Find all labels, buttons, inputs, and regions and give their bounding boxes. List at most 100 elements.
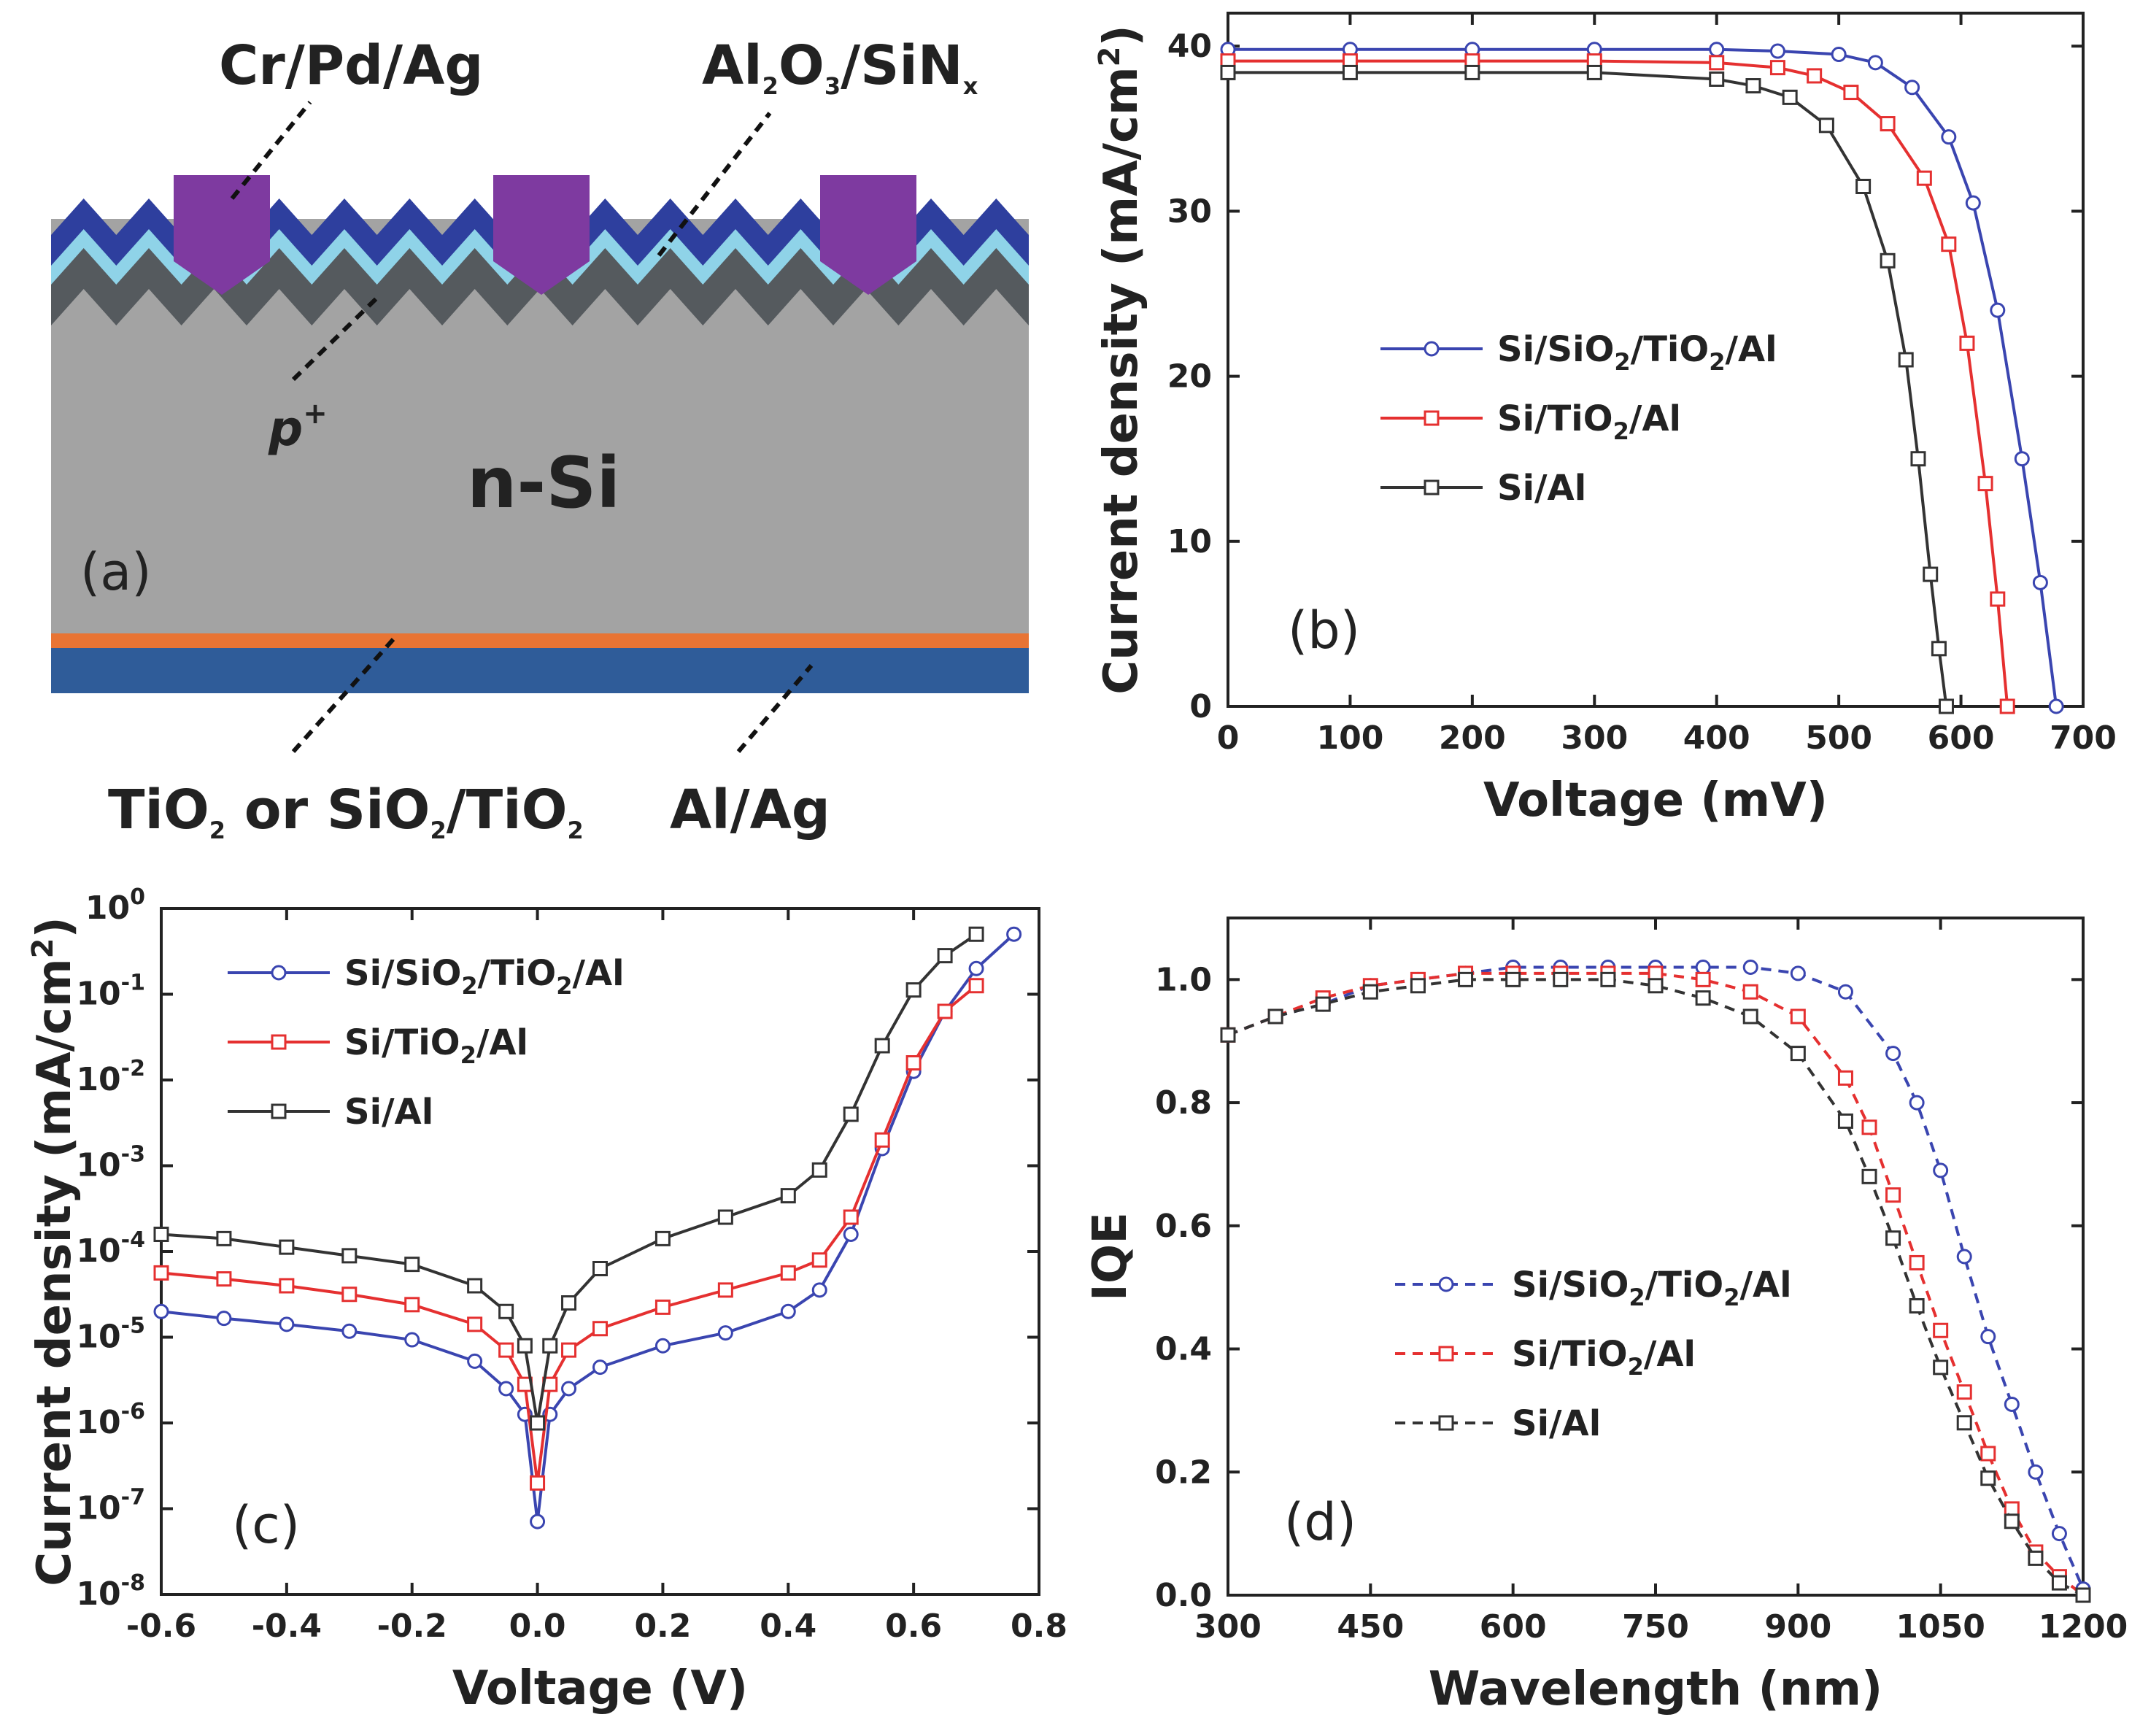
series-0-point-13 [2032, 574, 2048, 590]
series-1-point-15 [1885, 1187, 1901, 1203]
tio2-layer [51, 633, 1029, 648]
y-tick-label-0: 0.0 [1155, 1577, 1212, 1614]
series-2-point-19 [937, 948, 953, 964]
y-tick-label-2: 10-2 [76, 1056, 145, 1098]
x-tick-label-6: 1200 [2039, 1608, 2128, 1646]
legend-marker-1 [1438, 1346, 1454, 1362]
label-tio2: TiO2 or SiO2/TiO2 [108, 779, 584, 844]
y-tick-label-2: 20 [1167, 358, 1212, 396]
series-1-point-9 [1916, 170, 1932, 186]
panel-label-c: (c) [232, 1495, 300, 1555]
series-2-point-18 [905, 982, 922, 998]
series-1-point-6 [1807, 68, 1823, 84]
label-al2o3-sinx: Al2O3/SiNx [702, 34, 978, 100]
series-0-point-9 [1941, 129, 1957, 145]
y-tick-label-6: 10-6 [76, 1399, 145, 1441]
x-tick-label-2: -0.2 [377, 1608, 447, 1645]
series-0-point-4 [404, 1332, 420, 1348]
series-0-point-12 [2014, 451, 2030, 467]
series-2-point-22 [2051, 1575, 2067, 1591]
y-tick-label-2: 0.4 [1155, 1331, 1212, 1368]
series-2-point-6 [1782, 89, 1798, 105]
series-1-point-8 [530, 1475, 546, 1491]
pointer-crpdag [230, 101, 312, 200]
panel-label-a: (a) [80, 542, 152, 602]
label-pplus: p+ [268, 397, 328, 457]
chart-c-dark-jv-log: -0.6 -0.4 -0.2 0.0 0.2 0.4 0.6 0.8 100 10-1 10-2 10… [26, 884, 1067, 1716]
series-1-point-4 [404, 1297, 420, 1313]
series-1-point-14 [1999, 698, 2015, 714]
pointer-alag [736, 664, 814, 753]
series-0-point-2 [279, 1316, 295, 1332]
y-axis-label: Current density (mA/cm2) [1093, 25, 1148, 694]
series-0-point-5 [467, 1353, 483, 1369]
series-0-point-16 [843, 1227, 859, 1242]
series-2-point-6 [1505, 971, 1521, 987]
legend-label-1: Si/TiO2/Al [1512, 1334, 1696, 1381]
legend-marker-2 [1438, 1415, 1454, 1431]
x-axis-label: Voltage (mV) [1483, 774, 1828, 828]
series-0-point-11 [1742, 959, 1758, 975]
series-1-point-10 [561, 1342, 577, 1358]
series-2-point-3 [341, 1248, 358, 1264]
series-1-point-10 [1695, 971, 1711, 987]
legend-label-0: Si/SiO2/TiO2/Al [344, 953, 625, 1000]
series-1-point-9 [1648, 965, 1664, 981]
series-2-point-9 [1648, 978, 1664, 994]
x-tick-label-5: 0.4 [760, 1608, 816, 1645]
series-1-point-1 [216, 1271, 232, 1287]
series-1-point-0 [153, 1265, 169, 1281]
y-tick-label-5: 1.0 [1155, 961, 1212, 998]
series-2-point-12 [1790, 1046, 1806, 1062]
series-2-point-14 [1938, 698, 1954, 714]
series-2-point-19 [1980, 1470, 1996, 1486]
series-2-point-10 [1898, 352, 1914, 368]
legend-label-0: Si/SiO2/TiO2/Al [1512, 1265, 1792, 1311]
series-2-point-20 [968, 926, 984, 942]
series-0-point-14 [2048, 698, 2064, 714]
series-2-point-13 [717, 1209, 733, 1225]
y-tick-label-5: 10-5 [76, 1313, 145, 1356]
pointer-al2o3 [657, 112, 772, 257]
series-2-point-16 [1909, 1297, 1925, 1313]
series-0-point-10 [1695, 959, 1711, 975]
series-0-point-14 [780, 1303, 796, 1319]
series-0-point-16 [1933, 1162, 1949, 1178]
label-al-ag: Al/Ag [670, 779, 830, 841]
series-0-point-6 [1831, 47, 1847, 63]
legend-label-0: Si/SiO2/TiO2/Al [1497, 329, 1777, 376]
series-2-point-2 [1464, 64, 1480, 80]
series-2-point-10 [561, 1295, 577, 1311]
x-tick-label-0: -0.6 [126, 1608, 196, 1645]
series-2-point-5 [1458, 971, 1474, 987]
legend-marker-0 [1438, 1276, 1454, 1292]
series-1-point-13 [717, 1282, 733, 1298]
panel-a-diagram: Cr/Pd/Ag Al2O3/SiNx p+ n-Si (a) TiO2 or … [51, 34, 1029, 844]
x-tick-label-4: 900 [1764, 1608, 1831, 1646]
x-tick-label-1: 450 [1337, 1608, 1404, 1646]
series-0-point-4 [1709, 42, 1725, 58]
series-line-1 [1227, 971, 2085, 1597]
front-contact-1 [174, 175, 270, 295]
chart-b-jv-curve: 0 100 200 300 400 500 600 700 0 10 20 30 40 Voltage (… [1093, 12, 2117, 828]
series-2-point-7 [1818, 117, 1834, 134]
series-2-point-12 [1923, 566, 1939, 582]
legend-label-2: Si/Al [344, 1092, 433, 1133]
series-1-point-12 [1790, 1008, 1806, 1025]
series-0-point-8 [1904, 80, 1920, 96]
series-1-point-20 [968, 978, 984, 994]
series-2-point-1 [216, 1230, 232, 1246]
series-2-point-15 [811, 1162, 827, 1178]
series-2-point-11 [1910, 451, 1926, 467]
series-1-point-6 [498, 1342, 514, 1358]
x-tick-label-3: 0.0 [509, 1608, 566, 1645]
series-0-point-20 [968, 960, 984, 976]
x-axis-label: Voltage (V) [452, 1662, 748, 1716]
series-0-point-13 [717, 1325, 733, 1341]
series-2-point-9 [1880, 252, 1896, 269]
series-1-point-18 [1956, 1384, 1972, 1400]
legend-label-1: Si/TiO2/Al [1497, 398, 1681, 445]
series-0-point-10 [561, 1381, 577, 1397]
series-1-point-19 [937, 1003, 953, 1019]
